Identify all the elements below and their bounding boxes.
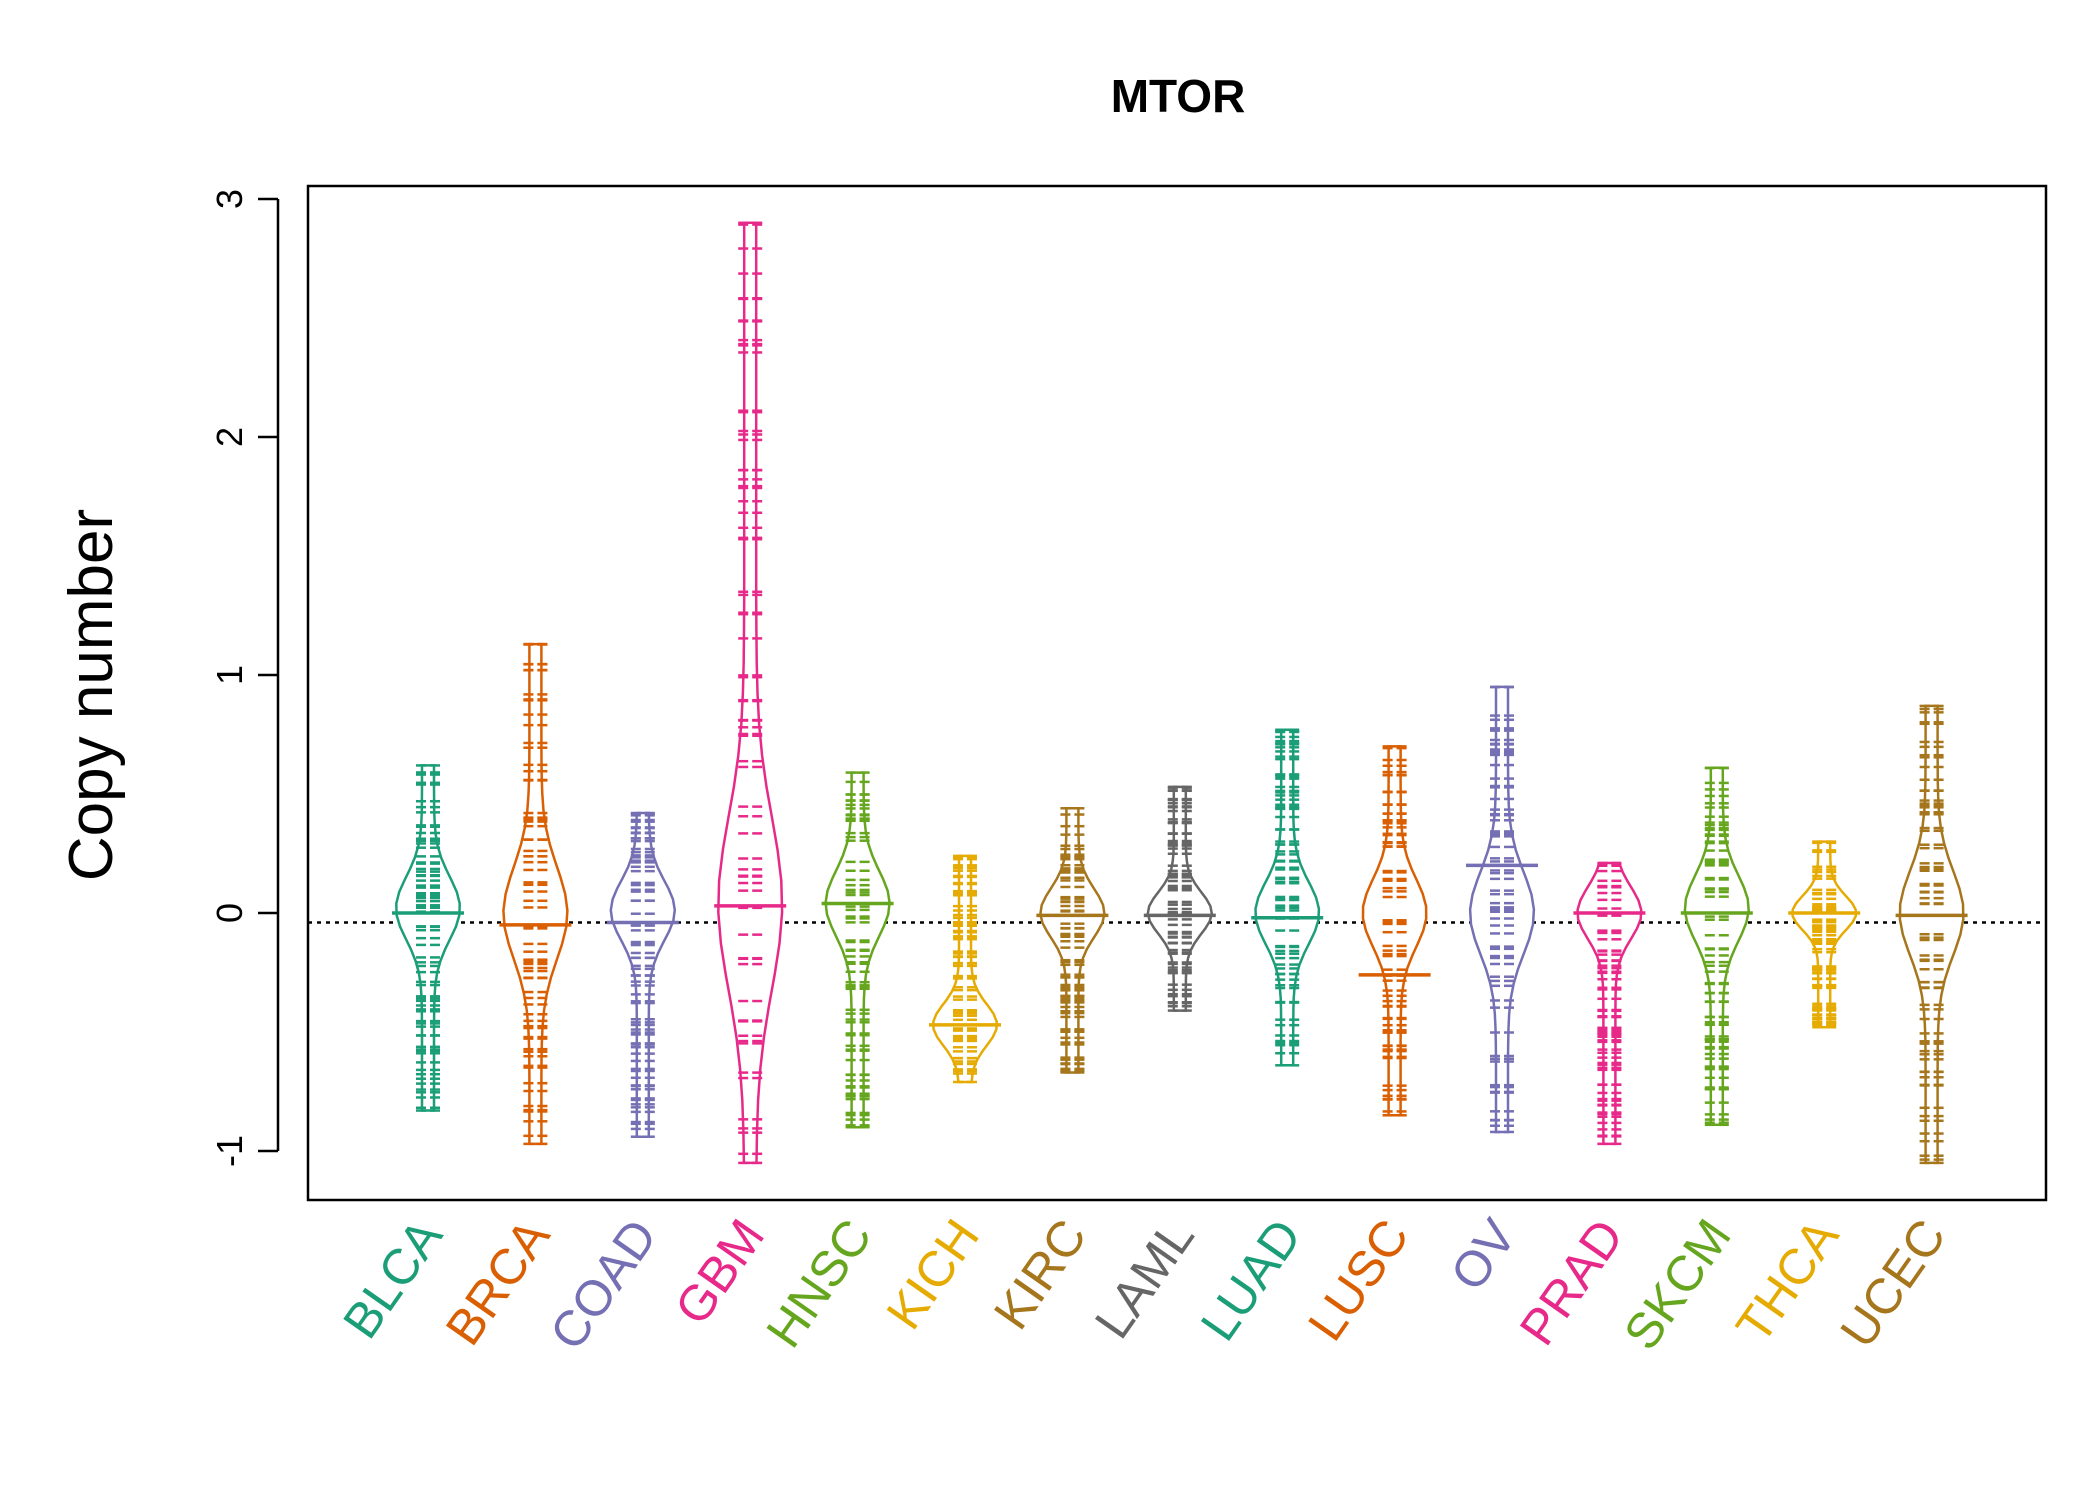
bean-density xyxy=(502,642,569,1146)
y-axis: -1 0 1 2 3 xyxy=(209,189,280,1167)
bean-density xyxy=(1791,840,1858,1029)
y-tick-label: -1 xyxy=(209,1135,250,1167)
bean-thca xyxy=(1788,840,1861,1029)
bean-density xyxy=(1683,766,1750,1127)
bean-density xyxy=(717,221,784,1165)
x-tick-label-lusc: LUSC xyxy=(1297,1209,1419,1350)
bean-density xyxy=(1576,861,1643,1146)
bean-density xyxy=(609,811,677,1138)
x-tick-label-luad: LUAD xyxy=(1190,1209,1312,1350)
bean-brca xyxy=(499,642,572,1146)
bean-ov xyxy=(1466,685,1538,1134)
x-tick-label-hnsc: HNSC xyxy=(755,1209,882,1357)
bean-density xyxy=(1254,728,1321,1067)
x-tick-label-prad: PRAD xyxy=(1509,1209,1635,1355)
y-axis-label: Copy number xyxy=(57,509,126,881)
bean-lusc xyxy=(1358,745,1431,1117)
y-tick-label: 1 xyxy=(209,665,250,685)
plot-frame xyxy=(306,184,2048,1202)
x-tick-label-kirc: KIRC xyxy=(983,1209,1097,1339)
x-tick-label-gbm: GBM xyxy=(664,1209,775,1334)
x-tick-label-coad: COAD xyxy=(539,1209,668,1359)
bean-luad xyxy=(1251,728,1324,1067)
bean-ucec xyxy=(1895,704,1968,1165)
x-tick-label-blca: BLCA xyxy=(332,1209,453,1349)
x-tick-label-ov: OV xyxy=(1440,1209,1528,1301)
bean-laml xyxy=(1143,785,1216,1012)
y-tick-label: 2 xyxy=(209,427,250,447)
chart-title: MTOR xyxy=(1111,70,1246,122)
bean-kich xyxy=(929,854,1001,1084)
y-tick-label: 3 xyxy=(209,189,250,209)
bean-density xyxy=(932,854,998,1084)
bean-density xyxy=(1361,745,1428,1117)
bean-hnsc xyxy=(821,771,894,1129)
x-tick-label-ucec: UCEC xyxy=(1829,1209,1956,1357)
y-tick-label: 0 xyxy=(209,903,250,923)
bean-coad xyxy=(606,811,679,1138)
bean-gbm xyxy=(714,221,787,1165)
x-tick-label-brca: BRCA xyxy=(435,1209,561,1355)
x-tick-label-laml: LAML xyxy=(1084,1209,1205,1348)
bean-density xyxy=(1146,785,1214,1012)
bean-blca xyxy=(392,764,464,1112)
bean-kirc xyxy=(1036,807,1109,1074)
x-tick-label-kich: KICH xyxy=(876,1209,990,1339)
x-tick-label-thca: THCA xyxy=(1725,1209,1849,1353)
bean-density xyxy=(1468,685,1536,1134)
beans xyxy=(392,221,1968,1165)
bean-density xyxy=(824,771,891,1129)
bean-density xyxy=(1898,704,1965,1165)
bean-density xyxy=(1039,807,1106,1074)
bean-density xyxy=(395,764,461,1112)
bean-skcm xyxy=(1680,766,1753,1127)
x-tick-label-skcm: SKCM xyxy=(1613,1209,1742,1359)
bean-prad xyxy=(1573,861,1646,1146)
